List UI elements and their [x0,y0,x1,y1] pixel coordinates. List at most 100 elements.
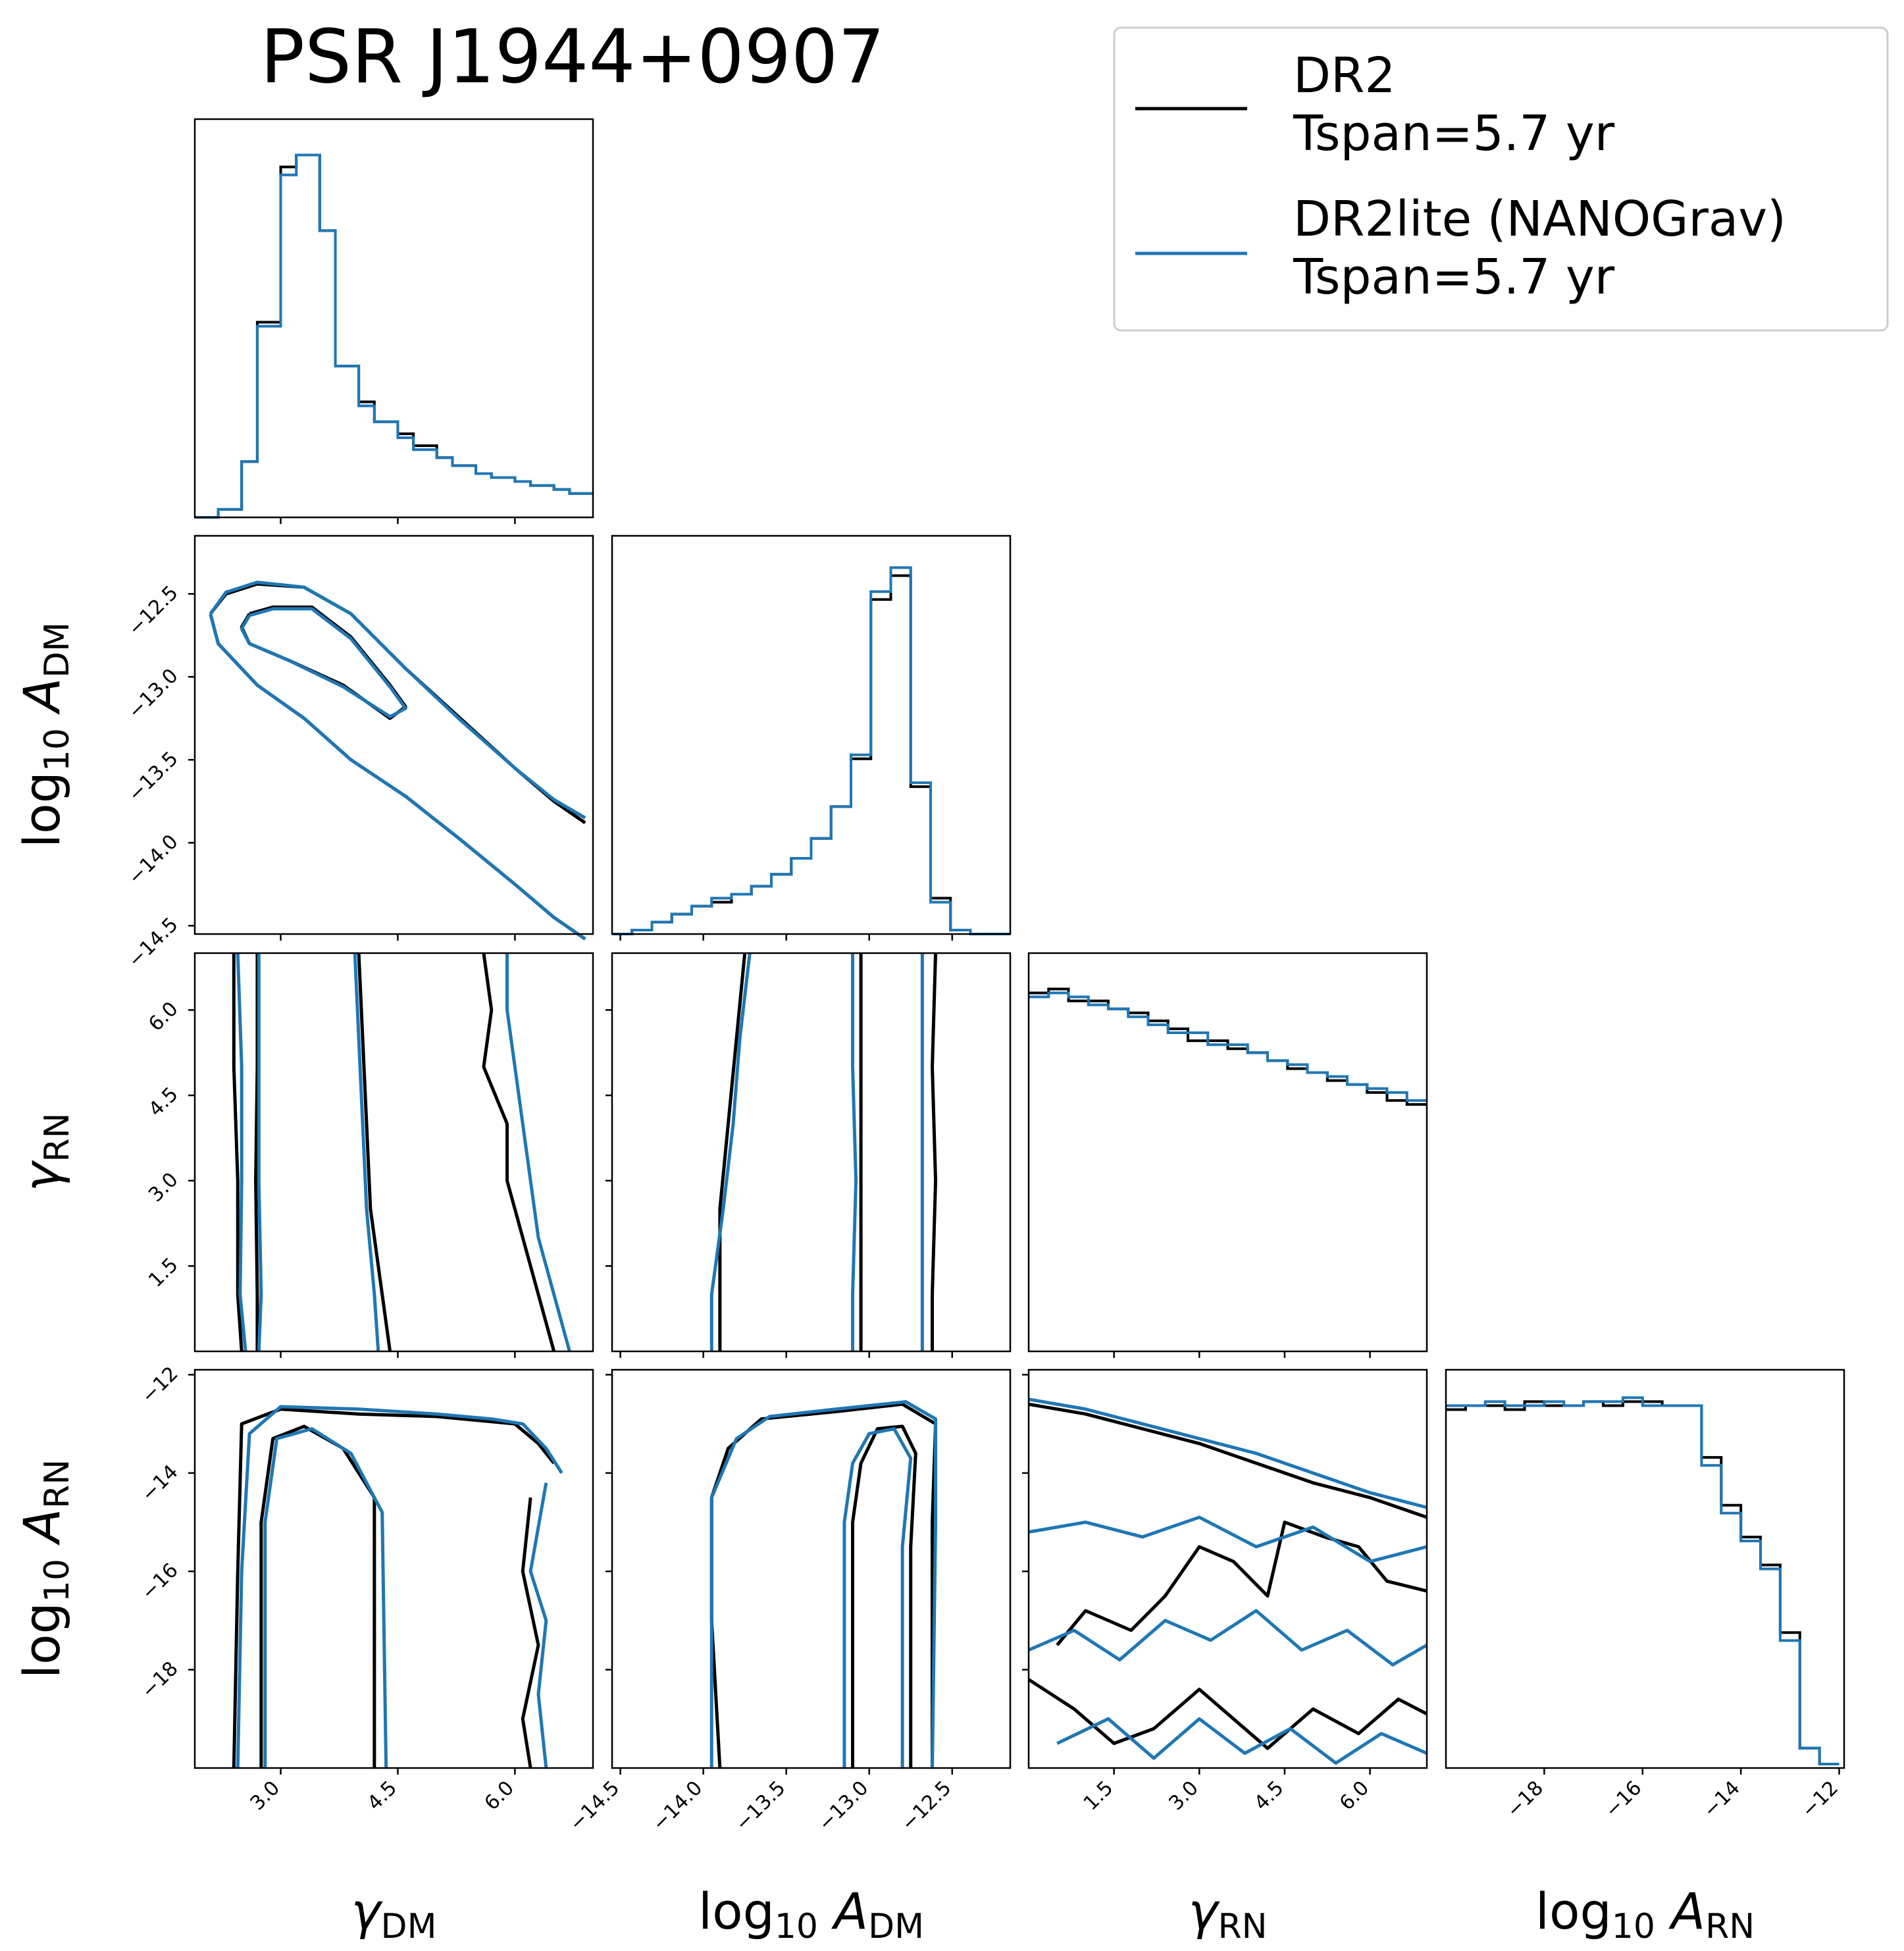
contour-dr2-3 [482,952,556,1352]
contour-dr2-0 [718,952,747,1351]
contour-dr2-0 [232,953,244,1352]
histogram-dr2lite-log10_A_rn [1446,1396,1840,1765]
panel-gamma_dm-vs-gamma_rn: 1.5 3.0 4.5 6.0 [144,952,594,1358]
contour-dr2lite-0 [709,1400,938,1769]
contour-dr2lite-0 [209,581,586,819]
x-tick-label: −13.0 [814,1777,873,1836]
panel-frame [1445,1368,1845,1769]
panel-frame [193,534,594,935]
x-tick-label: 6.0 [1335,1777,1374,1815]
contour-dr2-2 [357,952,392,1352]
contour-dr2lite-1 [851,953,858,1351]
panel-frame [611,534,1012,935]
x-tick-label: −12.5 [897,1777,956,1836]
x-tick-label: 6.0 [480,1777,519,1815]
y-tick-label: −12.5 [124,581,183,640]
y-tick-label: −13.0 [124,664,183,723]
x-axis-label-gamma_rn: γRN [1188,1882,1267,1946]
x-axis-label-log10_A_dm: log10 ADM [698,1882,924,1946]
contour-dr2-2 [521,1497,540,1769]
panel-frame [1027,952,1428,1353]
contour-dr2-2 [931,952,938,1351]
x-tick-label: −16 [1601,1777,1647,1823]
contour-dr2lite-2 [353,952,380,1352]
y-tick-label: 3.0 [144,1168,182,1207]
x-tick-label: −12 [1797,1777,1843,1823]
histogram-dr2lite-log10_A_dm [612,566,1010,935]
legend-label-dr2-tspan: Tspan=5.7 yr [1293,105,1615,162]
x-tick-label: 4.5 [1250,1777,1288,1815]
y-axis-label-log10_A_dm: log10 ADM [13,622,77,848]
panel-gamma_rn [1027,952,1428,1358]
contour-dr2-2 [1027,1678,1428,1750]
contour-dr2-0 [1028,1402,1428,1519]
legend-label-dr2lite: DR2lite (NANOGrav) [1293,191,1786,247]
panel-frame [611,1368,1012,1769]
contour-dr2-0 [232,1407,555,1769]
panel-gamma_dm [193,118,594,524]
panel-frame [193,118,594,519]
contour-dr2lite-0 [1028,1397,1428,1509]
contour-dr2lite-2 [528,1482,548,1769]
histogram-dr2-log10_A_dm [612,574,1010,935]
panel-frame [193,952,594,1353]
x-tick-label: 1.5 [1079,1777,1118,1815]
contour-dr2-1 [1056,1521,1428,1646]
legend-frame [1113,26,1889,332]
legend-label-dr2lite-tspan: Tspan=5.7 yr [1293,249,1615,305]
x-tick-label: −13.5 [731,1777,790,1836]
panel-gamma_dm-vs-log10_A_dm: −14.5 −14.0 −13.5 −13.0 −12.5 [124,534,594,972]
x-tick-label: −14 [1699,1777,1745,1823]
contour-dr2lite-0 [236,1405,563,1769]
y-tick-label: −13.5 [124,747,183,806]
y-tick-label: −18 [137,1657,183,1704]
x-tick-label: 4.5 [363,1777,401,1815]
contour-dr2lite-1 [240,607,407,719]
contour-dr2-0 [209,582,586,825]
panel-log10_A_dm-vs-gamma_rn [605,952,1012,1358]
contour-dr2lite-1 [1028,1515,1428,1563]
x-tick-label: −14.5 [565,1777,625,1836]
y-axis-label-gamma_rn: γRN [13,1112,77,1191]
panel-gamma_rn-vs-log10_A_rn: 1.5 3.0 4.5 6.0 [1022,1368,1428,1815]
contour-dr2lite-1 [263,1427,388,1769]
contour-dr2-1 [254,953,259,1351]
panel-log10_A_dm [611,534,1012,941]
contour-dr2-1 [259,1424,376,1768]
contour-dr2lite-1 [257,953,263,1352]
x-tick-label: 3.0 [246,1777,284,1815]
y-tick-label: −14.0 [124,830,183,889]
contour-dr2lite-3 [505,953,571,1352]
y-axis-label-log10_A_rn: log10 ARN [13,1459,77,1678]
panel-log10_A_rn: −18 −16 −14 −12 [1445,1368,1845,1823]
x-tick-label: 3.0 [1164,1777,1202,1815]
y-tick-label: 6.0 [144,997,182,1035]
contour-dr2lite-2 [1028,1609,1428,1667]
x-axis-label-log10_A_rn: log10 ARN [1535,1882,1755,1946]
contour-dr2lite-2 [209,613,586,941]
y-tick-label: 4.5 [144,1083,182,1121]
y-tick-label: 1.5 [144,1253,182,1291]
contour-dr2-1 [851,1424,917,1768]
histogram-dr2lite-gamma_rn [1029,991,1427,1102]
panel-frame [611,952,1012,1353]
panel-log10_A_dm-vs-log10_A_rn: −14.5 −14.0 −13.5 −13.0 −12.5 [565,1368,1012,1836]
contour-dr2lite-0 [236,952,247,1352]
plot-title: PSR J1944+0907 [261,14,885,100]
contour-dr2lite-1 [842,1427,913,1768]
legend: DR2 Tspan=5.7 yr DR2lite (NANOGrav) Tspa… [1113,26,1889,332]
x-tick-label: −18 [1503,1777,1549,1823]
histogram-dr2-gamma_dm [195,153,593,519]
x-tick-label: −14.0 [648,1777,708,1836]
panel-frame [193,1368,594,1769]
y-tick-label: −12 [137,1362,183,1408]
y-tick-label: −14 [137,1461,183,1507]
contour-dr2lite-0 [709,952,752,1351]
legend-label-dr2: DR2 [1293,47,1395,104]
contour-dr2lite-3 [1056,1717,1428,1765]
panel-gamma_dm-vs-log10_A_rn: 3.0 4.5 6.0 −18 −16 −14 −12 [137,1362,594,1815]
histogram-dr2lite-gamma_dm [195,153,593,519]
y-tick-label: −16 [137,1559,183,1605]
panel-frame [1027,1368,1428,1769]
